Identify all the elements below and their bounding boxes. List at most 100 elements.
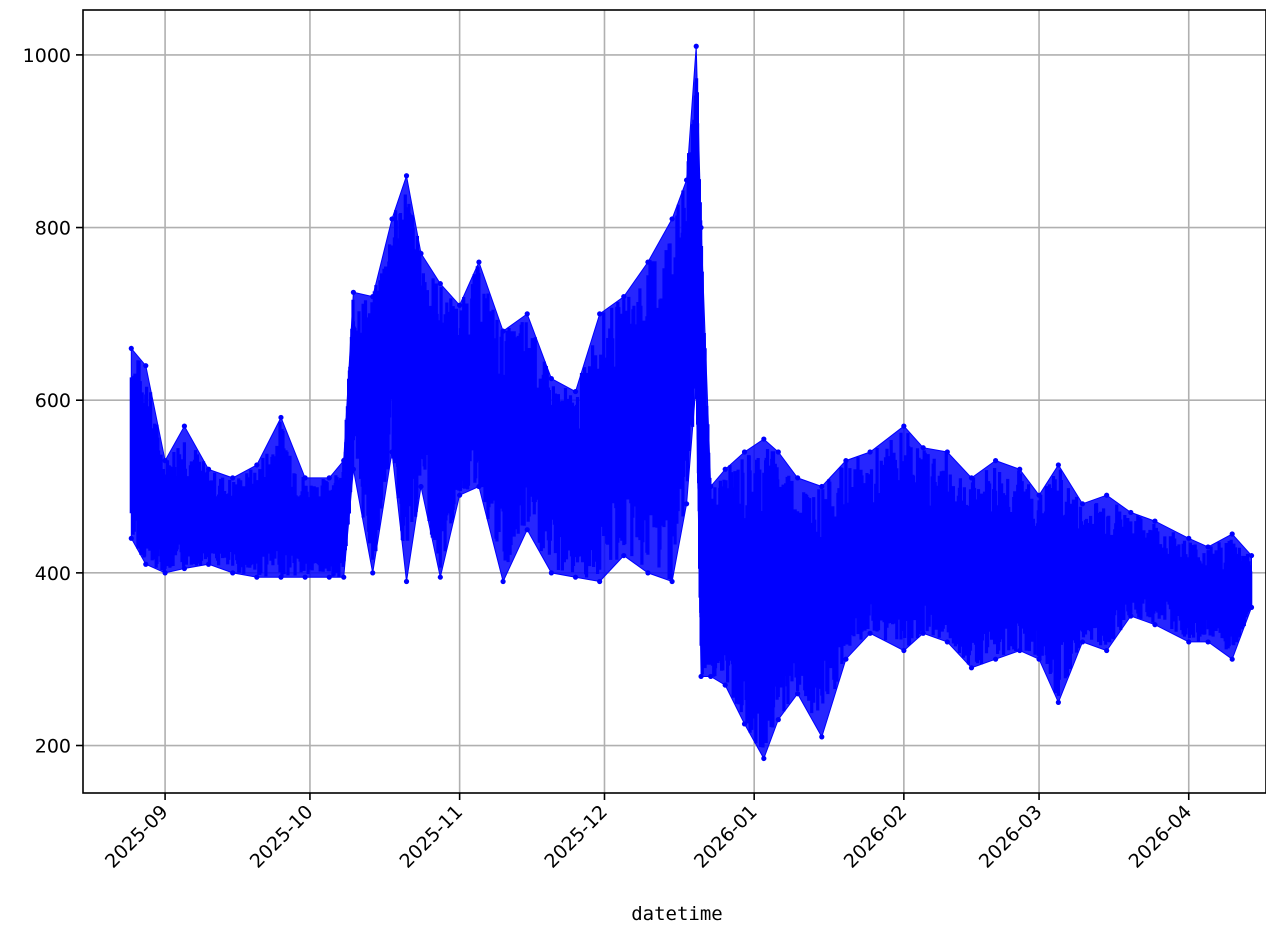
x-tick-label: 2026-01 bbox=[690, 801, 762, 873]
data-point-max bbox=[548, 376, 554, 382]
data-point-max bbox=[867, 449, 873, 455]
data-point-max bbox=[1079, 501, 1086, 507]
data-point-min bbox=[326, 574, 332, 580]
data-point-max bbox=[326, 475, 332, 481]
data-point-max bbox=[341, 458, 347, 464]
y-axis: 200 400 600 800 1000 bbox=[23, 45, 83, 758]
data-point-max bbox=[901, 423, 907, 429]
x-tick-label: 2025-09 bbox=[101, 801, 173, 873]
data-point-min bbox=[143, 561, 149, 567]
data-point-max bbox=[1104, 492, 1110, 498]
data-point-max bbox=[1055, 462, 1061, 468]
data-point-min bbox=[1128, 613, 1134, 619]
data-point-min bbox=[370, 570, 376, 576]
data-point-max bbox=[683, 177, 690, 183]
x-tick-label: 2026-03 bbox=[975, 801, 1047, 873]
y-tick-label: 800 bbox=[35, 218, 71, 240]
data-series bbox=[128, 43, 1255, 762]
data-point-min bbox=[205, 561, 212, 567]
data-point-max bbox=[843, 458, 849, 464]
data-point-min bbox=[1104, 647, 1110, 654]
data-point-max bbox=[1205, 544, 1211, 550]
data-point-max bbox=[500, 328, 506, 334]
x-tick-label: 2025-11 bbox=[395, 801, 467, 873]
x-tick-label: 2025-10 bbox=[246, 801, 318, 873]
data-point-min bbox=[500, 578, 506, 585]
data-point-max bbox=[350, 289, 356, 295]
data-point-min bbox=[1248, 604, 1255, 610]
data-point-max bbox=[669, 216, 675, 222]
y-tick-label: 200 bbox=[35, 736, 71, 758]
data-point-max bbox=[128, 345, 134, 352]
data-point-max bbox=[722, 466, 728, 472]
data-point-min bbox=[524, 527, 530, 533]
data-point-min bbox=[128, 535, 134, 541]
series-line bbox=[128, 43, 1255, 762]
data-point-min bbox=[901, 647, 907, 654]
data-point-min bbox=[548, 570, 554, 576]
data-point-max bbox=[944, 449, 950, 455]
data-point-max bbox=[775, 449, 781, 455]
data-point-max bbox=[1128, 509, 1134, 516]
data-point-max bbox=[205, 466, 212, 472]
data-point-min bbox=[389, 449, 395, 455]
data-point-min bbox=[1152, 622, 1158, 628]
data-point-max bbox=[597, 311, 603, 317]
data-point-min bbox=[254, 574, 260, 580]
data-point-max bbox=[1229, 531, 1235, 537]
data-point-min bbox=[795, 691, 801, 697]
data-point-min bbox=[645, 570, 651, 576]
data-point-min bbox=[350, 466, 356, 472]
data-point-max bbox=[708, 483, 714, 490]
data-point-max bbox=[698, 224, 704, 231]
x-tick-label: 2025-12 bbox=[540, 801, 612, 873]
data-point-max bbox=[741, 449, 748, 455]
data-point-max bbox=[403, 173, 410, 179]
data-point-min bbox=[181, 565, 187, 572]
data-point-min bbox=[418, 483, 424, 490]
data-point-max bbox=[693, 43, 699, 49]
x-axis-title: datetime bbox=[631, 903, 723, 925]
data-point-max bbox=[143, 363, 149, 369]
data-point-min bbox=[621, 552, 627, 559]
data-point-min bbox=[162, 570, 168, 576]
data-point-max bbox=[389, 216, 395, 222]
data-point-min bbox=[1229, 656, 1235, 662]
data-point-max bbox=[302, 475, 308, 481]
data-point-max bbox=[476, 259, 482, 265]
data-point-min bbox=[1079, 639, 1086, 645]
data-point-min bbox=[1017, 647, 1023, 654]
data-point-max bbox=[572, 388, 579, 395]
data-point-max bbox=[645, 259, 651, 265]
data-point-min bbox=[1036, 656, 1042, 662]
data-point-max bbox=[819, 483, 825, 490]
data-point-max bbox=[370, 294, 376, 300]
data-point-min bbox=[1205, 639, 1211, 645]
data-point-min bbox=[341, 574, 347, 580]
data-point-min bbox=[302, 574, 308, 580]
data-point-max bbox=[920, 445, 926, 451]
data-point-min bbox=[572, 574, 579, 580]
data-point-min bbox=[722, 682, 728, 688]
x-axis: 2025-09 2025-10 2025-11 2025-12 2026-01 2026-… bbox=[101, 793, 1196, 873]
data-point-min bbox=[403, 578, 410, 585]
data-point-max bbox=[418, 250, 424, 257]
data-point-min bbox=[944, 639, 950, 645]
data-point-max bbox=[1152, 518, 1158, 524]
data-point-max bbox=[524, 311, 530, 317]
data-point-max bbox=[1017, 466, 1023, 472]
data-point-min bbox=[741, 721, 748, 727]
data-point-min bbox=[968, 665, 975, 671]
data-point-max bbox=[968, 475, 975, 481]
plot-frame bbox=[82, 9, 1266, 794]
data-point-max bbox=[1186, 535, 1192, 541]
data-point-min bbox=[993, 656, 999, 662]
data-point-max bbox=[437, 281, 443, 287]
y-tick-label: 600 bbox=[35, 390, 71, 412]
data-point-max bbox=[230, 475, 236, 481]
data-point-max bbox=[254, 462, 260, 468]
data-point-max bbox=[1248, 552, 1255, 559]
data-point-min bbox=[669, 578, 675, 585]
x-tick-label: 2026-02 bbox=[840, 801, 912, 873]
data-point-min bbox=[843, 656, 849, 662]
